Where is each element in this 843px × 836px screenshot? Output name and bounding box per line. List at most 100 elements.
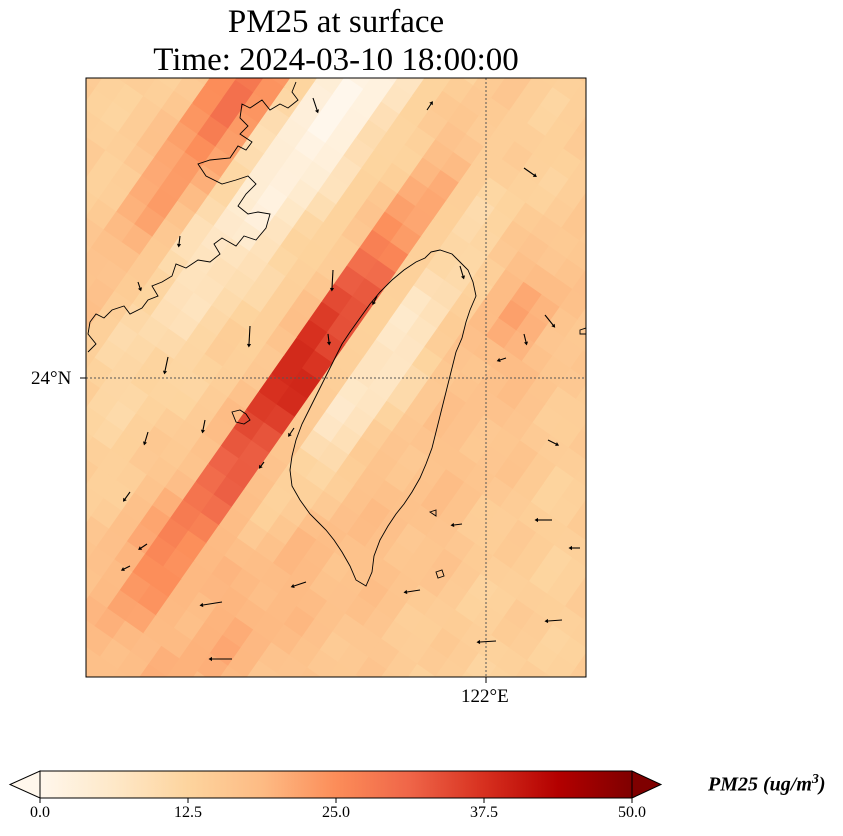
island-coastline [231, 409, 251, 425]
wind-arrow [329, 269, 335, 292]
pm25-grid-cell [599, 692, 631, 724]
pm25-grid-cell [40, 301, 72, 333]
pm25-grid-cell [309, 32, 341, 64]
wind-arrow [450, 522, 463, 528]
taiwan-coastline [289, 249, 477, 587]
wind-arrow [162, 356, 169, 375]
pm25-grid-cell [260, 25, 292, 57]
pm25-grid-cell [123, 681, 155, 713]
colorbar-extend-high [631, 770, 663, 799]
pm25-grid-cell [437, 41, 469, 73]
pm25-grid-cell [573, 190, 586, 223]
pm25-grid-cell [327, 45, 359, 77]
pm25-grid-cell [40, 569, 72, 601]
map-figure [35, 25, 635, 729]
pm25-grid-cell [572, 538, 586, 571]
pm25-grid-cell [37, 459, 69, 491]
pm25-grid-cell [590, 551, 622, 583]
pm25-grid-cell [422, 675, 455, 677]
pm25-grid-cell [340, 27, 372, 59]
wind-arrow [544, 314, 556, 328]
wind-arrow [143, 431, 149, 446]
pm25-grid-cell [592, 472, 624, 504]
pm25-grid-cell [596, 45, 628, 77]
mainland-coastline [87, 81, 299, 353]
pm25-grid-cell [572, 269, 586, 303]
pm25-grid-cell [601, 344, 633, 376]
pm25-grid-cell [154, 675, 187, 677]
map-title-line-1: PM25 at surface [227, 4, 445, 40]
colorbar-tick-label: 0.0 [30, 804, 50, 821]
pm25-grid-cell [251, 690, 283, 722]
pm25-grid-cell [86, 471, 88, 505]
pm25-grid-cell [42, 490, 74, 522]
pm25-grid-cell [44, 142, 76, 174]
pm25-grid-cell [590, 283, 622, 315]
pm25-grid-cell [35, 538, 67, 570]
pm25-grid-cell [86, 203, 88, 236]
island-coastline [435, 569, 445, 579]
pm25-grid-cell [392, 681, 424, 713]
pm25-grid-cell [42, 221, 74, 253]
pm25-grid-cell [603, 265, 635, 297]
pm25-grid-cell [582, 599, 586, 633]
wind-arrow [544, 618, 563, 624]
pm25-grid-cell [410, 693, 442, 725]
pm25-grid-cell [46, 600, 78, 632]
pm25-grid-cell [71, 27, 103, 59]
pm25-grid-cell [282, 684, 314, 716]
pm25-grid-cell [93, 686, 125, 718]
pm25-grid-cell [89, 39, 121, 71]
pm25-grid-cell [568, 428, 586, 461]
pm25-grid-cell [566, 507, 586, 541]
pm25-grid-cell [570, 617, 586, 651]
wind-arrow [523, 167, 537, 177]
pm25-grid-cell [529, 25, 561, 57]
pm25-grid-cell [331, 692, 363, 724]
pm25-grid-cell [50, 173, 82, 205]
pm25-grid-cell [313, 679, 345, 711]
pm25-grid-cell [406, 78, 439, 79]
colorbar-title-close: ) [818, 773, 826, 796]
wind-arrow [568, 545, 580, 551]
pm25-grid-cell [230, 30, 262, 62]
pm25-grid-cell [564, 587, 586, 620]
island-coastline [428, 509, 437, 517]
wind-arrow [246, 325, 252, 348]
pm25-grid-cell [48, 520, 80, 552]
pm25-grid-cell [597, 502, 629, 534]
wind-arrow [258, 461, 265, 469]
colorbar [8, 770, 663, 803]
pm25-grid-cell [248, 43, 280, 75]
pm25-grid-cell [278, 37, 310, 69]
pm25-grid-cell [86, 661, 89, 677]
wind-arrow [459, 265, 465, 280]
pm25-grid-cell [575, 379, 586, 413]
pm25-grid-cell [150, 28, 182, 60]
pm25-grid-cell [569, 697, 601, 729]
coastlines [87, 81, 586, 587]
pm25-grid-cell [596, 582, 628, 614]
pm25-grid-cell [498, 30, 530, 62]
wind-arrow [199, 601, 223, 608]
wind-vectors [120, 97, 580, 662]
pm25-grid-cell [594, 124, 626, 156]
pm25-grid-cell [120, 34, 152, 66]
pm25-grid-cell [62, 692, 94, 724]
pm25-grid-cell [584, 520, 586, 553]
pm25-grid-cell [59, 45, 91, 77]
pm25-grid-cell [419, 28, 451, 60]
colorbar-extend-low [8, 770, 41, 799]
pm25-grid-cell [566, 239, 586, 272]
pm25-grid-cell [39, 648, 71, 680]
colorbar-title: PM25 (ug/m3) [708, 772, 826, 797]
wind-arrow [547, 439, 560, 446]
wind-arrow [403, 589, 421, 595]
colorbar-title-text: PM25 (ug/m [708, 773, 812, 796]
pm25-grid-cell [41, 32, 73, 64]
wind-arrow [426, 101, 433, 111]
colorbar-title-exponent: 3 [811, 772, 819, 787]
colorbar-tick-label: 25.0 [322, 804, 350, 821]
pm25-grid-cell [343, 673, 376, 677]
wind-arrow [534, 517, 552, 523]
